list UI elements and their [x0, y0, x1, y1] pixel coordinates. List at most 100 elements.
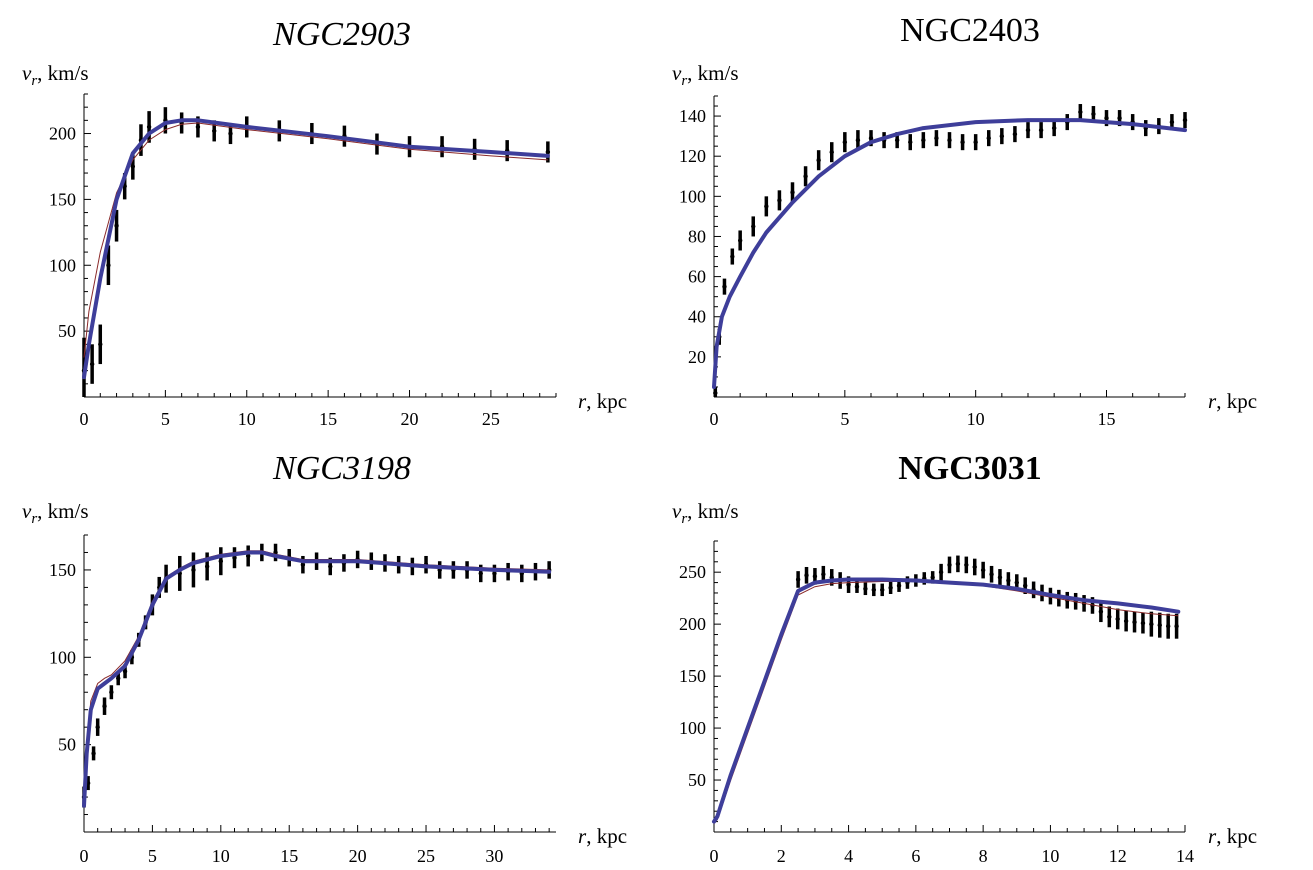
chart-title: NGC3198 [272, 450, 411, 487]
data-point [871, 587, 877, 593]
data-point [960, 139, 965, 145]
data-point [722, 284, 727, 289]
data-point [999, 133, 1005, 139]
model-curve [713, 119, 1186, 388]
y-tick-label: 140 [679, 106, 706, 126]
x-axis-label: r, kpc [1208, 824, 1257, 848]
y-tick-label: 40 [688, 307, 706, 327]
data-point [842, 139, 848, 145]
x-tick-label: 5 [148, 846, 157, 866]
data-point [713, 390, 718, 396]
x-axis-label-unit: , kpc [586, 824, 627, 848]
data-point [1165, 624, 1171, 629]
data-point [114, 223, 119, 228]
y-axis-label-unit: , km/s [37, 61, 88, 85]
data-point [1123, 618, 1129, 624]
fit-curve [82, 118, 550, 380]
data-point [1078, 109, 1083, 115]
model-curve [83, 550, 550, 798]
data-point [492, 571, 497, 576]
data-point [146, 124, 152, 130]
data-point [997, 575, 1003, 580]
x-tick-label: 0 [710, 846, 719, 866]
data-point [896, 583, 902, 588]
y-axis-label-sub: r [681, 511, 687, 527]
x-tick-label: 20 [349, 846, 367, 866]
data-point [91, 751, 96, 756]
data-point [1025, 127, 1031, 133]
data-point [846, 582, 851, 587]
y-tick-label: 50 [58, 735, 76, 755]
data-point [245, 553, 251, 559]
data-point [116, 676, 121, 681]
data-point [972, 564, 977, 570]
data-point [964, 562, 969, 568]
y-tick-label: 100 [679, 718, 706, 738]
data-point [790, 190, 795, 195]
y-tick-label: 50 [58, 321, 76, 341]
data-point [894, 137, 900, 143]
x-tick-label: 10 [212, 846, 230, 866]
data-point [191, 567, 196, 573]
data-point [938, 569, 944, 575]
y-tick-label: 200 [679, 614, 706, 634]
data-point [1091, 111, 1096, 117]
data-point [545, 149, 551, 155]
data-point [868, 135, 874, 141]
y-axis-label-sub: r [31, 73, 37, 89]
data-point [478, 571, 483, 576]
y-tick-label: 250 [679, 562, 706, 582]
data-point [930, 575, 935, 580]
x-tick-label: 5 [840, 409, 849, 429]
data-point [1149, 621, 1154, 627]
data-point [195, 124, 201, 130]
data-point [1051, 125, 1057, 131]
data-point [1038, 127, 1044, 133]
fit-curve [712, 118, 1187, 389]
y-tick-label: 100 [49, 647, 76, 667]
y-axis-label: vr, km/s [22, 61, 89, 89]
data-point [106, 263, 111, 268]
data-point [102, 704, 107, 709]
y-axis-label-sub: r [31, 511, 37, 527]
data-point [821, 572, 826, 577]
data-point [730, 254, 735, 259]
y-tick-label: 150 [49, 560, 76, 580]
x-tick-label: 14 [1176, 846, 1194, 866]
data-point [947, 562, 952, 568]
chart-title: NGC2903 [272, 16, 411, 53]
fit-curve [712, 577, 1181, 824]
x-tick-label: 15 [319, 409, 337, 429]
data-point [955, 561, 961, 567]
data-point [934, 135, 939, 141]
y-tick-label: 50 [688, 770, 706, 790]
x-tick-label: 15 [280, 846, 298, 866]
data-point [854, 584, 860, 589]
x-axis-label-unit: , kpc [1216, 824, 1257, 848]
x-tick-label: 8 [979, 846, 988, 866]
x-tick-label: 15 [1098, 409, 1116, 429]
data-point [737, 238, 743, 243]
y-tick-label: 150 [49, 189, 76, 209]
data-point [218, 559, 224, 564]
x-tick-label: 4 [844, 846, 853, 866]
x-axis-label: r, kpc [578, 389, 627, 413]
data-point [122, 669, 128, 674]
data-point [1012, 131, 1018, 137]
data-point [855, 137, 861, 143]
x-axis-label-unit: , kpc [586, 389, 627, 413]
fit-curve [82, 550, 552, 808]
data-point [888, 585, 893, 590]
x-axis-label-var: r [578, 389, 587, 413]
y-axis-label-var: v [22, 499, 32, 523]
chart-title: NGC2403 [900, 12, 1040, 49]
y-tick-label: 100 [679, 186, 706, 206]
data-point [1132, 619, 1137, 625]
x-tick-label: 20 [401, 409, 419, 429]
y-tick-label: 60 [688, 267, 706, 287]
x-tick-label: 2 [777, 846, 786, 866]
data-point [1104, 115, 1109, 121]
y-axis-label-var: v [22, 61, 32, 85]
